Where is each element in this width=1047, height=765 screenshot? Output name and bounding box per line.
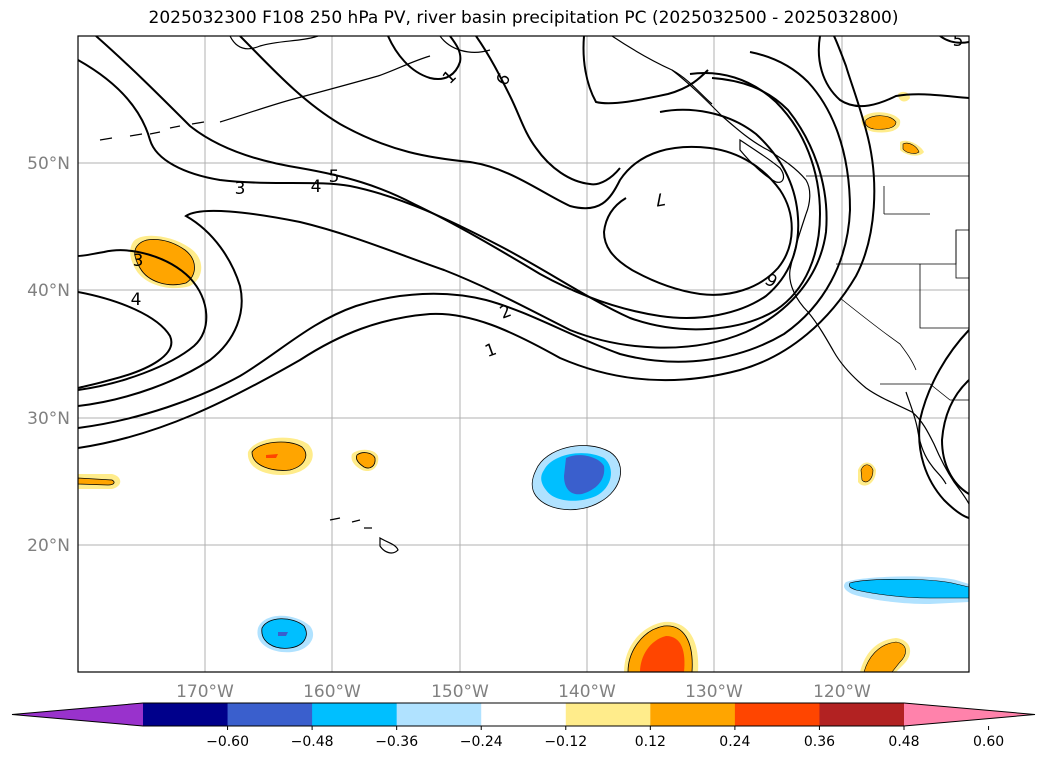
lon-label-140w: 140°W bbox=[558, 682, 616, 702]
lon-label-120w: 120°W bbox=[813, 682, 871, 702]
contour-label: 4 bbox=[311, 177, 322, 197]
colorbar-extend-high bbox=[904, 703, 1035, 726]
pv-contour-13 bbox=[940, 379, 969, 495]
longitude-labels: 170°W 160°W 150°W 140°W 130°W 120°W bbox=[176, 682, 871, 702]
negative-anomaly-core bbox=[278, 632, 288, 636]
positive-anomaly-blob bbox=[860, 464, 874, 483]
pv-contour-10 bbox=[387, 36, 462, 80]
pv-contour-6 bbox=[95, 36, 800, 319]
lon-label-130w: 130°W bbox=[685, 682, 743, 702]
coastlines bbox=[99, 36, 969, 554]
colorbar-segment bbox=[396, 703, 482, 726]
colorbar-tick-label: 0.48 bbox=[888, 734, 919, 750]
colorbar-outline bbox=[11, 702, 1036, 727]
colorbar-tick-label: −0.60 bbox=[206, 734, 249, 750]
gridlines bbox=[78, 36, 969, 672]
pv-contour-5 bbox=[78, 59, 822, 331]
contour-label: 7 bbox=[653, 188, 667, 210]
colorbar-tick-label: −0.36 bbox=[375, 734, 418, 750]
pv-contour-12 bbox=[918, 329, 969, 519]
contour-label: 5 bbox=[329, 167, 340, 187]
positive-anomaly-core bbox=[640, 636, 685, 672]
colorbar-segment bbox=[734, 703, 820, 726]
precip-shading bbox=[78, 91, 969, 672]
map-frame bbox=[77, 35, 970, 673]
pv-contour-3 bbox=[78, 77, 828, 407]
positive-anomaly-blob bbox=[78, 477, 115, 486]
lat-label-40n: 40°N bbox=[27, 281, 70, 301]
latitude-labels: 50°N 40°N 30°N 20°N bbox=[27, 154, 70, 556]
colorbar-tick-label: −0.12 bbox=[544, 734, 587, 750]
negative-anomaly-core bbox=[564, 455, 605, 495]
pv-contour-2 bbox=[78, 51, 852, 429]
positive-anomaly-blob bbox=[356, 452, 376, 469]
positive-anomaly-core bbox=[266, 454, 278, 458]
colorbar-segment bbox=[565, 703, 651, 726]
pv-contour-4b bbox=[78, 291, 173, 389]
pv-contour-7 bbox=[239, 36, 793, 296]
colorbar-segment bbox=[650, 703, 736, 726]
contour-label: 3 bbox=[133, 251, 144, 271]
pv-contour-4 bbox=[78, 249, 208, 391]
colorbar-tick-label: −0.48 bbox=[291, 734, 334, 750]
colorbar-segment bbox=[819, 703, 905, 726]
political-borders bbox=[806, 175, 969, 401]
colorbar-tick-label: 0.24 bbox=[719, 734, 750, 750]
pv-contours bbox=[78, 36, 969, 519]
lon-label-150w: 150°W bbox=[431, 682, 489, 702]
pv-contour-1 bbox=[78, 36, 876, 449]
lat-label-20n: 20°N bbox=[27, 536, 70, 556]
colorbar: −0.60 −0.48 −0.36 −0.24 −0.12 0.12 0.24 0.36 0.4… bbox=[11, 702, 1036, 750]
positive-anomaly-blob bbox=[251, 441, 307, 471]
positive-anomaly-blob bbox=[863, 641, 906, 672]
colorbar-segment bbox=[481, 703, 567, 726]
colorbar-extend-low bbox=[12, 703, 143, 726]
colorbar-segment bbox=[143, 703, 229, 726]
lat-label-30n: 30°N bbox=[27, 409, 70, 429]
contour-label: 3 bbox=[235, 179, 246, 199]
pv-contour-11 bbox=[817, 36, 969, 108]
colorbar-tick-label: −0.24 bbox=[460, 734, 503, 750]
colorbar-tick-label: 0.12 bbox=[635, 734, 666, 750]
colorbar-tick-label: 0.36 bbox=[804, 734, 835, 750]
contour-label: 5 bbox=[953, 31, 964, 51]
positive-anomaly-blob bbox=[134, 239, 195, 286]
lon-label-160w: 160°W bbox=[303, 682, 361, 702]
pv-contour-14 bbox=[939, 36, 969, 44]
map-title: 2025032300 F108 250 hPa PV, river basin … bbox=[148, 8, 899, 28]
lat-label-50n: 50°N bbox=[27, 154, 70, 174]
colorbar-segment bbox=[312, 703, 398, 726]
positive-anomaly-blob bbox=[865, 115, 897, 130]
colorbar-tick-label: 0.60 bbox=[973, 734, 1004, 750]
contour-label: 4 bbox=[131, 290, 142, 310]
colorbar-segment bbox=[227, 703, 313, 726]
map-background bbox=[78, 36, 969, 672]
positive-anomaly-blob bbox=[902, 142, 920, 154]
pv-contour-9 bbox=[582, 36, 709, 105]
pv-contour-8 bbox=[475, 36, 621, 186]
lon-label-170w: 170°W bbox=[176, 682, 234, 702]
negative-anomaly-blob bbox=[848, 578, 969, 599]
